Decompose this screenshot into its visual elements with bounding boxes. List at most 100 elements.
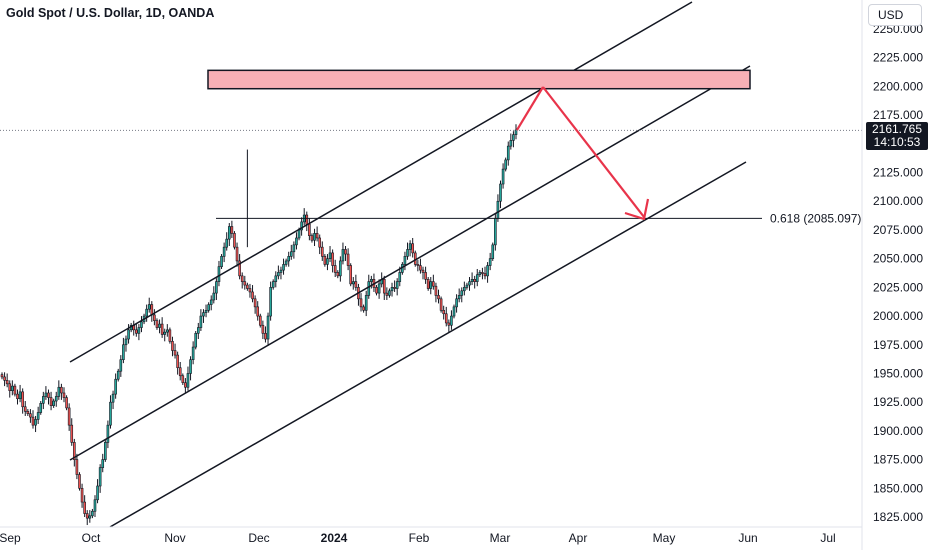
candle-body: [73, 442, 76, 460]
candle-body: [460, 290, 464, 296]
candle-body: [398, 272, 402, 282]
candle-body: [116, 370, 120, 380]
price-tick-label: 1975.000: [873, 338, 923, 352]
candle-body: [442, 310, 445, 315]
candle-body: [434, 285, 438, 296]
time-tick-label: Sep: [0, 531, 21, 545]
candle-body: [122, 344, 125, 360]
candle-body: [315, 233, 319, 239]
candle-body: [145, 308, 148, 317]
candle-body: [197, 327, 200, 334]
price-axis: 2250.0002225.0002200.0002175.0002150.000…: [873, 22, 923, 524]
time-tick-label: Mar: [490, 531, 511, 545]
candle-body: [496, 200, 500, 219]
candle-body: [127, 329, 130, 340]
candle-body: [83, 501, 86, 514]
candle-body: [481, 272, 484, 274]
price-tick-label: 2000.000: [873, 309, 923, 323]
candle-body: [478, 272, 482, 276]
currency-button[interactable]: USD: [868, 4, 922, 26]
price-tick-label: 2025.000: [873, 280, 923, 294]
price-tick-label: 2225.000: [873, 51, 923, 65]
candle-body: [354, 281, 358, 288]
candle-body: [194, 332, 198, 348]
candle-body: [349, 265, 352, 285]
price-tick-label: 1900.000: [873, 424, 923, 438]
candle-body: [375, 287, 378, 294]
time-axis: Sep Oct Nov Dec 2024 Feb Mar Apr May Jun Jul: [0, 531, 836, 545]
price-tick-label: 1925.000: [873, 395, 923, 409]
candle-body: [444, 313, 448, 324]
candle-body: [310, 235, 314, 241]
candle-body: [243, 281, 247, 286]
candle-body: [323, 256, 327, 265]
candle-body: [189, 359, 192, 374]
candle-body: [119, 359, 123, 372]
time-tick-label: Feb: [409, 531, 430, 545]
candle-body: [300, 221, 303, 231]
channel-lower-line: [109, 161, 747, 528]
candle-body: [181, 375, 185, 383]
candle-body: [452, 306, 456, 317]
candle-body: [426, 279, 430, 289]
candle-body: [336, 272, 340, 277]
candle-body: [491, 244, 495, 259]
candle-body: [450, 315, 453, 326]
candle-body: [297, 229, 301, 239]
candle-body: [111, 393, 115, 403]
candle-body: [370, 279, 373, 282]
candle-body: [506, 145, 510, 161]
candle-body: [403, 256, 407, 265]
candle-body: [432, 281, 435, 287]
candle-body: [475, 274, 479, 282]
candle-body: [60, 386, 63, 394]
candle-body: [289, 251, 293, 257]
candle-body: [44, 392, 48, 397]
candle-body: [191, 346, 195, 360]
candle-body: [114, 378, 117, 395]
candle-body: [258, 315, 262, 326]
candle-body: [93, 499, 97, 512]
candle-body: [186, 373, 190, 388]
price-tick-label: 2200.000: [873, 79, 923, 93]
candle-body: [52, 400, 55, 406]
price-tick-label: 1850.000: [873, 481, 923, 495]
candle-body: [326, 258, 329, 265]
candle-body: [184, 382, 187, 388]
candle-body: [377, 283, 381, 294]
candle-body: [313, 233, 316, 241]
candle-body: [413, 252, 417, 265]
candle-body: [171, 341, 174, 351]
candle-body: [424, 272, 427, 280]
candle-body: [150, 304, 154, 316]
candle-body: [486, 265, 489, 277]
candle-body: [499, 183, 502, 202]
time-tick-label: Nov: [164, 531, 185, 545]
candle-body: [215, 281, 218, 294]
candle-body: [305, 214, 309, 225]
channel-mid-line: [69, 65, 751, 461]
candle-body: [455, 298, 458, 308]
candle-body: [135, 329, 138, 334]
resistance-zone: [207, 69, 751, 90]
candle-body: [318, 237, 321, 248]
candle-body: [31, 416, 35, 426]
candle-body: [388, 290, 391, 296]
candle-body: [287, 256, 291, 262]
candle-body: [109, 401, 112, 426]
candle-body: [437, 295, 440, 300]
candle-body: [96, 485, 99, 501]
candle-body: [34, 419, 37, 426]
candle-body: [75, 459, 79, 475]
candle-body: [16, 393, 19, 400]
time-tick-label: Jul: [820, 531, 835, 545]
candle-body: [385, 292, 389, 296]
candle-body: [246, 284, 249, 289]
time-tick-label: 2024: [321, 531, 348, 545]
candle-body: [199, 315, 203, 328]
time-tick-label: Dec: [248, 531, 269, 545]
candle-body: [473, 279, 476, 282]
price-tick-label: 2125.000: [873, 166, 923, 180]
